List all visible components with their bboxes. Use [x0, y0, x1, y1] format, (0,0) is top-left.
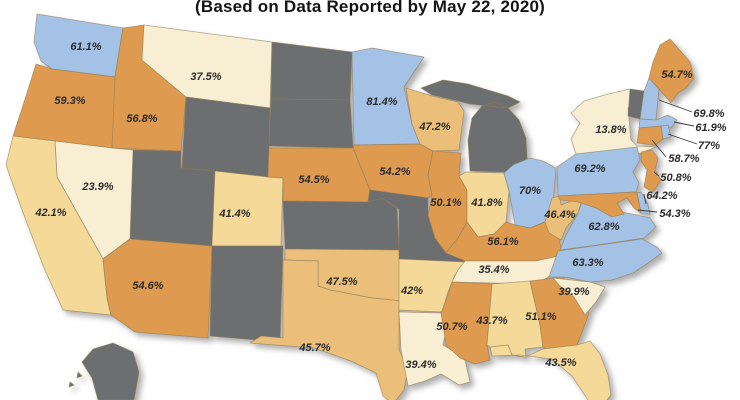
- label-tn: 35.4%: [478, 264, 509, 276]
- state-colorado: [211, 170, 284, 247]
- state-north-dakota: [270, 41, 353, 101]
- label-mt: 37.5%: [190, 71, 221, 83]
- label-oh: 70%: [519, 185, 541, 197]
- state-kansas: [282, 197, 400, 251]
- label-wv: 46.4%: [543, 209, 575, 221]
- label-nh: 69.8%: [693, 108, 724, 120]
- map-subtitle: (Based on Data Reported by May 22, 2020): [194, 0, 545, 16]
- state-north-carolina: [548, 238, 663, 283]
- label-pa: 69.2%: [574, 163, 605, 175]
- state-florida: [489, 340, 612, 400]
- label-sc: 39.9%: [558, 286, 589, 298]
- label-id: 56.8%: [126, 113, 157, 125]
- label-ny: 13.8%: [595, 124, 626, 136]
- state-value-labels: 61.1% 59.3% 56.8% 37.5% 23.9% 42.1% 54.6…: [34, 41, 726, 371]
- label-fl: 43.5%: [544, 357, 576, 369]
- label-wi: 47.2%: [418, 121, 450, 133]
- label-co: 41.4%: [218, 208, 250, 220]
- state-new-mexico: [209, 245, 284, 343]
- state-south-carolina: [552, 277, 606, 316]
- label-ma: 61.9%: [695, 122, 726, 134]
- state-alaska: [68, 342, 140, 400]
- label-md: 54.3%: [659, 208, 690, 220]
- state-connecticut: [636, 125, 664, 146]
- label-in: 41.8%: [470, 197, 502, 209]
- leader-lines: [637, 99, 698, 213]
- label-la: 39.4%: [405, 359, 436, 371]
- state-new-jersey: [640, 149, 662, 193]
- label-or: 59.3%: [54, 95, 85, 107]
- label-me: 54.7%: [661, 69, 692, 81]
- state-wisconsin: [405, 87, 465, 152]
- label-de: 64.2%: [646, 190, 677, 202]
- label-nv: 23.9%: [81, 181, 113, 193]
- label-ri: 77%: [698, 140, 720, 152]
- label-ne: 54.5%: [298, 174, 329, 186]
- state-south-dakota: [268, 98, 354, 149]
- label-mn: 81.4%: [366, 96, 397, 108]
- label-nj: 50.8%: [660, 172, 691, 184]
- label-ga: 51.1%: [525, 311, 556, 323]
- label-ca: 42.1%: [34, 207, 66, 219]
- label-al: 43.7%: [475, 315, 507, 327]
- label-ky: 56.1%: [487, 236, 518, 248]
- label-ok: 47.5%: [325, 276, 357, 288]
- label-az: 54.6%: [132, 280, 163, 292]
- label-nc: 63.3%: [572, 257, 603, 269]
- state-maryland: [557, 191, 642, 218]
- label-ct: 58.7%: [668, 153, 699, 165]
- label-tx: 45.7%: [298, 342, 330, 354]
- label-il: 50.1%: [430, 197, 461, 209]
- label-va: 62.8%: [588, 221, 619, 233]
- state-maine: [648, 38, 695, 104]
- label-ms: 50.7%: [436, 321, 467, 333]
- state-texas: [249, 259, 413, 400]
- label-wa: 61.1%: [70, 41, 101, 53]
- label-ia: 54.2%: [379, 166, 410, 178]
- state-wyoming: [181, 96, 271, 178]
- label-ar: 42%: [400, 285, 423, 297]
- state-new-hampshire: [639, 77, 660, 121]
- state-arizona: [102, 238, 213, 339]
